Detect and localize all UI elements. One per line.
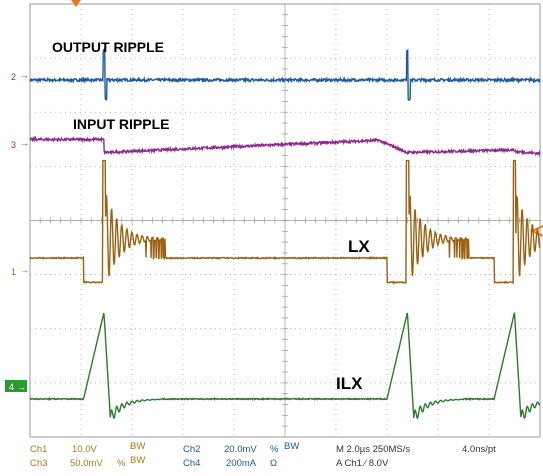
ch3-scale: 50.0mV [70,458,103,469]
trigger-position-marker [71,0,81,7]
ch4-readout: Ch4 [183,458,200,469]
resolution-readout: 4.0ns/pt [462,444,496,455]
ch3-marker-arrow: → [20,138,29,148]
ch4-marker: 4 [9,382,14,392]
ch4-waveform [29,312,541,420]
ch2-marker: 2 [11,72,16,82]
ch3-coupling: % [117,458,126,469]
timebase-readout: M 2.0µs 250MS/s [336,444,410,455]
ch2-scale: 20.0mV [224,444,257,455]
ch2-readout: Ch2 [183,444,200,455]
lx-label: LX [348,237,370,256]
graticule [29,3,541,438]
trigger-readout: A Ch1 ⁄ 8.0V [336,458,389,469]
ch1-marker-arrow: → [20,265,29,275]
ch4-marker-box [5,380,27,392]
ch4-scale: 200mA [226,458,257,469]
ch4-termination: Ω [270,458,277,469]
ch3-marker: 3 [11,140,16,150]
ch1-bw-limit: BW [130,441,145,452]
ch1-readout: Ch1 [30,444,47,455]
ch2-coupling: % [270,444,279,455]
ch2-bw-limit: BW [284,441,299,452]
waveform-traces [29,48,541,420]
ch4-marker-arrow: → [17,382,26,392]
ilx-label: ILX [336,374,363,393]
ch3-bw-limit: BW [130,455,145,466]
ch1-waveform [29,159,541,285]
channel-markers: 2 → 3 → 1 → 4 → [5,70,29,392]
output-ripple-label: OUTPUT RIPPLE [52,39,164,55]
ch2-waveform [29,48,541,102]
ch3-readout: Ch3 [30,458,47,469]
ch1-scale: 10.0V [72,444,97,455]
ch1-marker: 1 [11,267,16,277]
ch2-marker-arrow: → [20,70,29,80]
ch3-waveform [29,135,541,157]
input-ripple-label: INPUT RIPPLE [73,116,169,132]
scope-readout: Ch1 10.0V BW Ch2 20.0mV % BW Ch3 50.0mV … [30,441,496,469]
